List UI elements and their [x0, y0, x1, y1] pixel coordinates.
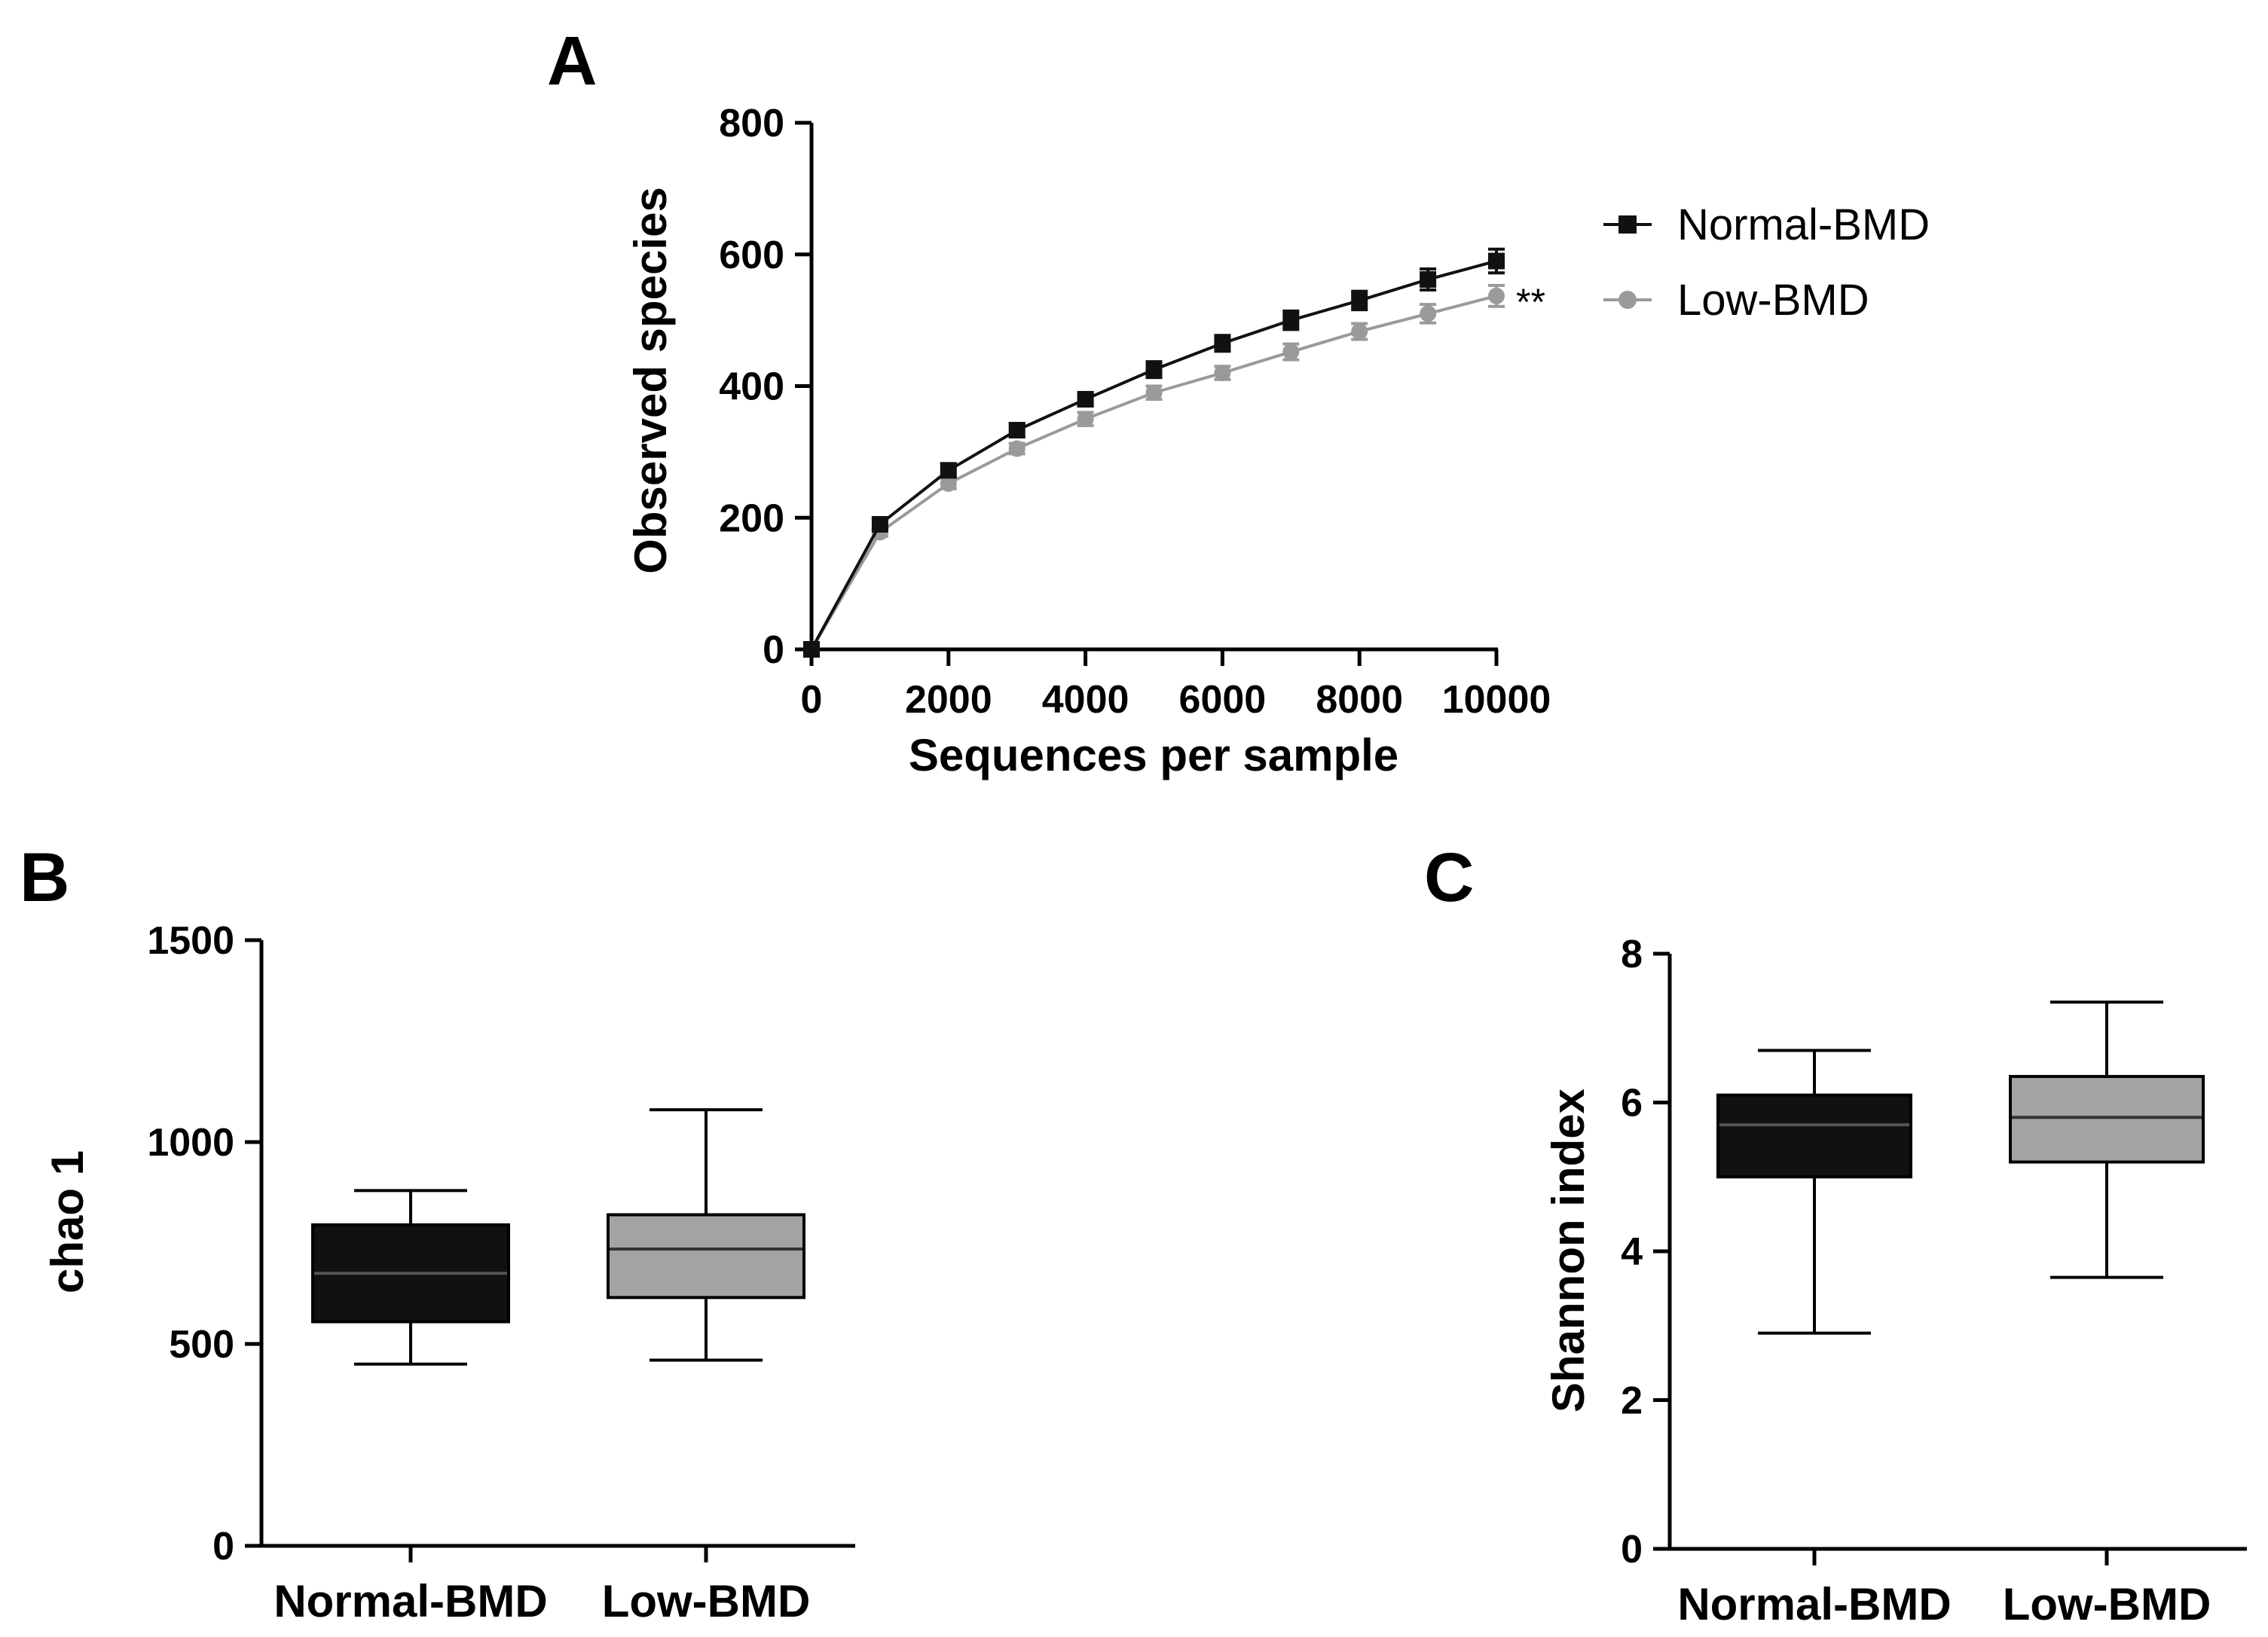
panel-c-y-tick-label: 6: [1621, 1082, 1643, 1125]
panel-b-x-labels: Normal-BMD Low-BMD: [274, 1576, 810, 1626]
data-point-normal: [1351, 292, 1368, 309]
data-point-low: [1351, 322, 1368, 340]
legend-label-normal-bmd: Normal-BMD: [1677, 200, 1930, 249]
series-line-low: [810, 294, 1497, 651]
data-point-normal: [1214, 334, 1231, 352]
legend-marker-normal: [1618, 215, 1637, 234]
series-line-normal: [810, 259, 1497, 650]
panel-b-chao1-boxplot: B 0 500 1000 1500 Normal-BMD Low-BMD chao 1: [20, 839, 855, 1626]
data-point-low: [940, 475, 957, 492]
panel-b-y-tick-label: 500: [169, 1323, 234, 1367]
legend-item-low-bmd: Low-BMD: [1603, 276, 1869, 325]
panel-c-x-label-low: Low-BMD: [2003, 1579, 2211, 1629]
panel-c-shannon-boxplot: C 0 2 4 6 8 Normal-BMD Low-BMD Shannon index: [1424, 839, 2247, 1629]
panel-b-x-label-low: Low-BMD: [602, 1576, 811, 1626]
panel-c-x-label-normal: Normal-BMD: [1677, 1579, 1951, 1629]
panel-b-y-tick-label: 0: [212, 1525, 234, 1568]
data-point-normal: [1145, 361, 1163, 378]
panel-a-x-tick-label: 6000: [1179, 678, 1267, 722]
panel-a-x-axis-title: Sequences per sample: [909, 730, 1398, 780]
panel-c-y-axis-title: Shannon index: [1543, 1089, 1594, 1413]
legend-marker-low: [1618, 291, 1637, 309]
box-normal: [1716, 1093, 1912, 1179]
panel-a-x-tick-label: 8000: [1316, 678, 1403, 722]
panel-a-y-axis-title: Observed species: [625, 187, 676, 574]
panel-c-x-labels: Normal-BMD Low-BMD: [1677, 1579, 2211, 1629]
data-point-low: [1145, 384, 1163, 402]
panel-a-x-tick-label: 0: [801, 678, 823, 722]
panel-a-rarefaction-chart: A 0 200 400 600 800 0 2000 4000 6000 8000 10000 S…: [547, 23, 1930, 780]
panel-a-x-tick-label: 10000: [1442, 678, 1551, 722]
panel-b-y-tick-label: 1500: [147, 919, 234, 963]
data-point-low: [1488, 287, 1505, 304]
panel-c-y-tick-label: 0: [1621, 1528, 1643, 1571]
panel-a-x-tick-label: 4000: [1042, 678, 1129, 722]
panel-a-y-tick-label: 200: [719, 496, 784, 540]
panel-a-letter: A: [547, 23, 597, 99]
panel-a-series: [803, 247, 1505, 658]
data-point-normal: [803, 641, 820, 658]
panel-c-y-tick-label: 4: [1621, 1230, 1643, 1274]
data-point-normal: [1008, 422, 1025, 439]
data-point-low: [1420, 305, 1437, 322]
panel-a-y-tick-label: 800: [719, 102, 784, 145]
data-point-low: [1008, 440, 1025, 457]
legend-item-normal-bmd: Normal-BMD: [1603, 200, 1930, 249]
box-low: [607, 1213, 805, 1300]
panel-b-boxes: [311, 1108, 805, 1562]
data-point-normal: [1077, 390, 1094, 408]
data-point-normal: [1488, 252, 1505, 270]
data-point-normal: [1420, 270, 1437, 288]
panel-c-boxes: [1716, 1000, 2205, 1565]
data-point-normal: [871, 515, 888, 533]
panel-b-x-label-normal: Normal-BMD: [274, 1576, 547, 1626]
panel-a-y-tick-label: 400: [719, 365, 784, 409]
panel-a-legend: Normal-BMD Low-BMD: [1603, 200, 1930, 325]
panel-c-y-tick-label: 8: [1621, 933, 1643, 976]
panel-b-y-tick-label: 1000: [147, 1121, 234, 1165]
data-point-normal: [940, 462, 957, 479]
panel-a-y-tick-label: 600: [719, 234, 784, 277]
panel-a-x-tick-label: 2000: [905, 678, 992, 722]
panel-a-x-ticks: 0 2000 4000 6000 8000 10000: [801, 649, 1551, 722]
panel-b-y-axis-title: chao 1: [42, 1150, 93, 1293]
panel-a-y-ticks: 0 200 400 600 800: [719, 102, 812, 672]
data-point-low: [1077, 411, 1094, 428]
significance-marker: **: [1516, 281, 1545, 323]
panel-c-y-ticks: 0 2 4 6 8: [1621, 933, 1670, 1571]
box-low: [2009, 1074, 2205, 1164]
panel-c-letter: C: [1424, 839, 1474, 916]
panel-b-y-ticks: 0 500 1000 1500: [147, 919, 261, 1568]
panel-c-y-tick-label: 2: [1621, 1379, 1643, 1423]
data-point-low: [1214, 365, 1231, 382]
panel-b-letter: B: [20, 839, 69, 916]
data-point-low: [1282, 344, 1300, 361]
legend-label-low-bmd: Low-BMD: [1677, 276, 1869, 325]
data-point-normal: [1282, 312, 1300, 329]
panel-a-y-tick-label: 0: [763, 628, 784, 672]
